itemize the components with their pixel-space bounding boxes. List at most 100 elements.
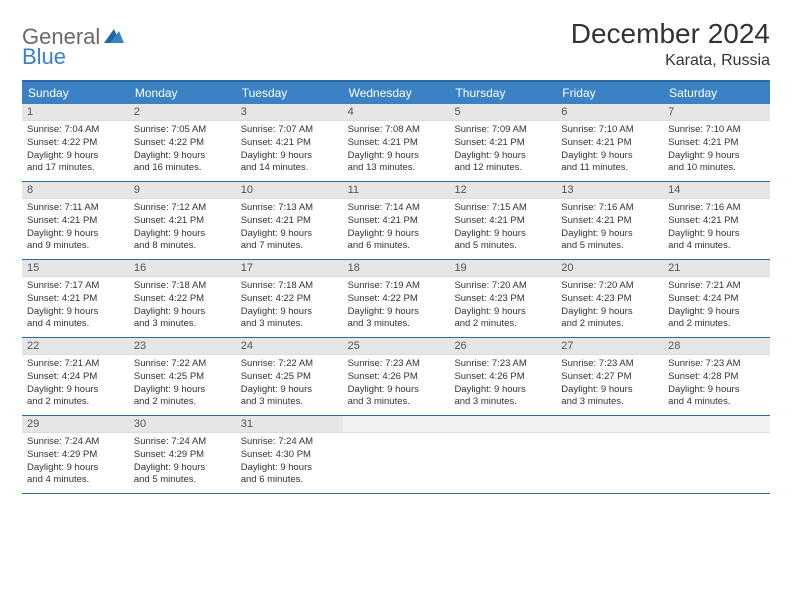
- sunrise-text: Sunrise: 7:22 AM: [241, 358, 338, 371]
- day-cell: 19Sunrise: 7:20 AMSunset: 4:23 PMDayligh…: [449, 260, 556, 337]
- sunrise-text: Sunrise: 7:11 AM: [27, 202, 124, 215]
- day-cell: 12Sunrise: 7:15 AMSunset: 4:21 PMDayligh…: [449, 182, 556, 259]
- day-number: 16: [129, 260, 236, 277]
- sunrise-text: Sunrise: 7:15 AM: [454, 202, 551, 215]
- week-row: 1Sunrise: 7:04 AMSunset: 4:22 PMDaylight…: [22, 104, 770, 182]
- calendar: SundayMondayTuesdayWednesdayThursdayFrid…: [22, 80, 770, 494]
- sunset-text: Sunset: 4:22 PM: [134, 137, 231, 150]
- day-body: Sunrise: 7:07 AMSunset: 4:21 PMDaylight:…: [236, 121, 343, 179]
- day-cell: 4Sunrise: 7:08 AMSunset: 4:21 PMDaylight…: [343, 104, 450, 181]
- sunrise-text: Sunrise: 7:22 AM: [134, 358, 231, 371]
- daylight-text-2: and 6 minutes.: [241, 474, 338, 487]
- daylight-text-2: and 14 minutes.: [241, 162, 338, 175]
- sunrise-text: Sunrise: 7:10 AM: [668, 124, 765, 137]
- day-number: 5: [449, 104, 556, 121]
- day-cell: 27Sunrise: 7:23 AMSunset: 4:27 PMDayligh…: [556, 338, 663, 415]
- day-number: 9: [129, 182, 236, 199]
- sunrise-text: Sunrise: 7:13 AM: [241, 202, 338, 215]
- daylight-text-2: and 3 minutes.: [454, 396, 551, 409]
- daylight-text-2: and 2 minutes.: [134, 396, 231, 409]
- sunrise-text: Sunrise: 7:23 AM: [454, 358, 551, 371]
- day-header: Saturday: [663, 82, 770, 104]
- day-number: 2: [129, 104, 236, 121]
- day-number: 21: [663, 260, 770, 277]
- day-number: 15: [22, 260, 129, 277]
- sunset-text: Sunset: 4:30 PM: [241, 449, 338, 462]
- day-cell: 30Sunrise: 7:24 AMSunset: 4:29 PMDayligh…: [129, 416, 236, 493]
- daylight-text-2: and 5 minutes.: [134, 474, 231, 487]
- day-cell: 21Sunrise: 7:21 AMSunset: 4:24 PMDayligh…: [663, 260, 770, 337]
- daylight-text-2: and 17 minutes.: [27, 162, 124, 175]
- day-body: [343, 433, 450, 440]
- daylight-text: Daylight: 9 hours: [241, 462, 338, 475]
- sunrise-text: Sunrise: 7:14 AM: [348, 202, 445, 215]
- sunset-text: Sunset: 4:21 PM: [241, 215, 338, 228]
- sunset-text: Sunset: 4:21 PM: [27, 293, 124, 306]
- daylight-text-2: and 3 minutes.: [134, 318, 231, 331]
- sunrise-text: Sunrise: 7:23 AM: [668, 358, 765, 371]
- sunrise-text: Sunrise: 7:16 AM: [561, 202, 658, 215]
- day-body: Sunrise: 7:12 AMSunset: 4:21 PMDaylight:…: [129, 199, 236, 257]
- sunrise-text: Sunrise: 7:21 AM: [27, 358, 124, 371]
- sunset-text: Sunset: 4:23 PM: [561, 293, 658, 306]
- day-body: Sunrise: 7:10 AMSunset: 4:21 PMDaylight:…: [556, 121, 663, 179]
- daylight-text-2: and 5 minutes.: [561, 240, 658, 253]
- daylight-text: Daylight: 9 hours: [668, 384, 765, 397]
- daylight-text-2: and 2 minutes.: [454, 318, 551, 331]
- daylight-text-2: and 3 minutes.: [241, 318, 338, 331]
- day-cell: 10Sunrise: 7:13 AMSunset: 4:21 PMDayligh…: [236, 182, 343, 259]
- day-body: [663, 433, 770, 440]
- day-number: 10: [236, 182, 343, 199]
- daylight-text-2: and 3 minutes.: [348, 318, 445, 331]
- day-number: 28: [663, 338, 770, 355]
- day-number: 17: [236, 260, 343, 277]
- sunrise-text: Sunrise: 7:08 AM: [348, 124, 445, 137]
- sunrise-text: Sunrise: 7:24 AM: [241, 436, 338, 449]
- day-number: 19: [449, 260, 556, 277]
- day-body: Sunrise: 7:04 AMSunset: 4:22 PMDaylight:…: [22, 121, 129, 179]
- week-row: 22Sunrise: 7:21 AMSunset: 4:24 PMDayligh…: [22, 338, 770, 416]
- sunset-text: Sunset: 4:22 PM: [27, 137, 124, 150]
- day-number: 24: [236, 338, 343, 355]
- sunrise-text: Sunrise: 7:20 AM: [454, 280, 551, 293]
- sunrise-text: Sunrise: 7:10 AM: [561, 124, 658, 137]
- month-title: December 2024: [571, 18, 770, 50]
- day-header: Wednesday: [343, 82, 450, 104]
- day-cell: [556, 416, 663, 493]
- day-cell: 28Sunrise: 7:23 AMSunset: 4:28 PMDayligh…: [663, 338, 770, 415]
- day-body: Sunrise: 7:09 AMSunset: 4:21 PMDaylight:…: [449, 121, 556, 179]
- daylight-text: Daylight: 9 hours: [668, 150, 765, 163]
- day-body: Sunrise: 7:21 AMSunset: 4:24 PMDaylight:…: [22, 355, 129, 413]
- sunset-text: Sunset: 4:21 PM: [561, 137, 658, 150]
- day-cell: 6Sunrise: 7:10 AMSunset: 4:21 PMDaylight…: [556, 104, 663, 181]
- day-body: Sunrise: 7:24 AMSunset: 4:30 PMDaylight:…: [236, 433, 343, 491]
- day-number: 27: [556, 338, 663, 355]
- daylight-text-2: and 12 minutes.: [454, 162, 551, 175]
- sunset-text: Sunset: 4:24 PM: [27, 371, 124, 384]
- sunset-text: Sunset: 4:22 PM: [348, 293, 445, 306]
- daylight-text: Daylight: 9 hours: [668, 306, 765, 319]
- day-cell: 8Sunrise: 7:11 AMSunset: 4:21 PMDaylight…: [22, 182, 129, 259]
- day-cell: 18Sunrise: 7:19 AMSunset: 4:22 PMDayligh…: [343, 260, 450, 337]
- daylight-text-2: and 3 minutes.: [561, 396, 658, 409]
- daylight-text: Daylight: 9 hours: [134, 306, 231, 319]
- day-body: Sunrise: 7:20 AMSunset: 4:23 PMDaylight:…: [449, 277, 556, 335]
- day-cell: 26Sunrise: 7:23 AMSunset: 4:26 PMDayligh…: [449, 338, 556, 415]
- day-number: 20: [556, 260, 663, 277]
- day-body: Sunrise: 7:24 AMSunset: 4:29 PMDaylight:…: [22, 433, 129, 491]
- day-cell: 7Sunrise: 7:10 AMSunset: 4:21 PMDaylight…: [663, 104, 770, 181]
- sunrise-text: Sunrise: 7:19 AM: [348, 280, 445, 293]
- sunrise-text: Sunrise: 7:07 AM: [241, 124, 338, 137]
- daylight-text: Daylight: 9 hours: [241, 306, 338, 319]
- daylight-text: Daylight: 9 hours: [134, 384, 231, 397]
- day-cell: 16Sunrise: 7:18 AMSunset: 4:22 PMDayligh…: [129, 260, 236, 337]
- daylight-text-2: and 11 minutes.: [561, 162, 658, 175]
- daylight-text: Daylight: 9 hours: [561, 228, 658, 241]
- daylight-text: Daylight: 9 hours: [27, 228, 124, 241]
- day-header-row: SundayMondayTuesdayWednesdayThursdayFrid…: [22, 82, 770, 104]
- daylight-text-2: and 2 minutes.: [27, 396, 124, 409]
- daylight-text: Daylight: 9 hours: [241, 384, 338, 397]
- day-body: Sunrise: 7:10 AMSunset: 4:21 PMDaylight:…: [663, 121, 770, 179]
- day-number: 1: [22, 104, 129, 121]
- daylight-text: Daylight: 9 hours: [27, 306, 124, 319]
